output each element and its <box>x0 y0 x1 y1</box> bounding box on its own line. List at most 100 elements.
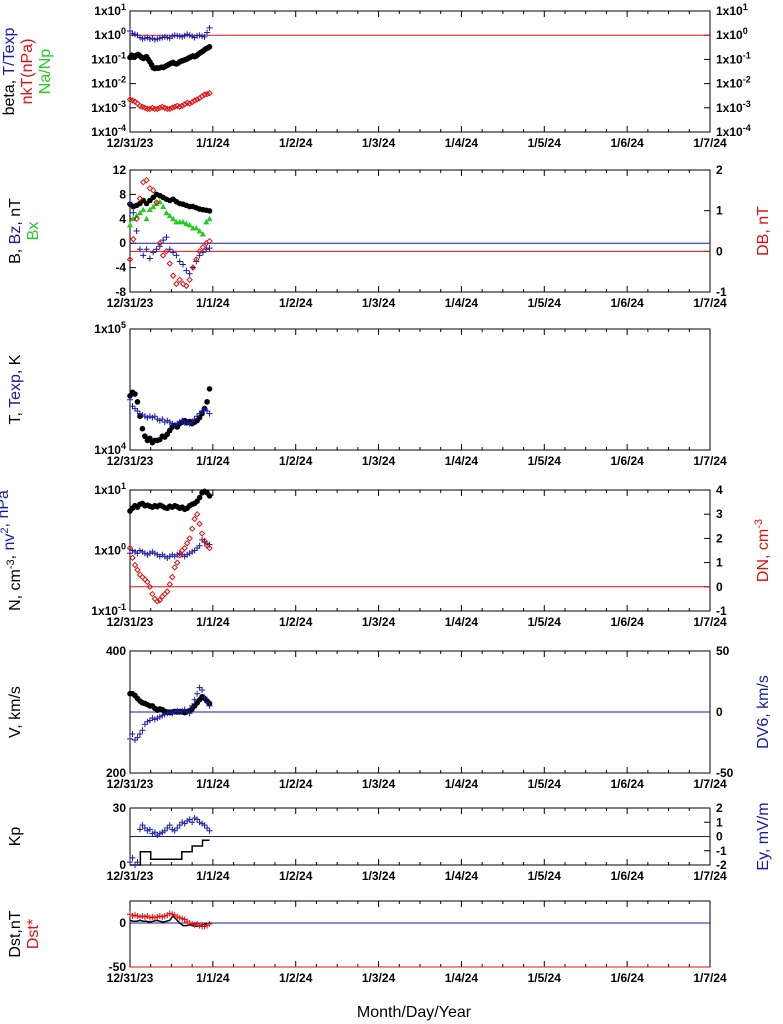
data-point <box>186 710 193 717</box>
data-point <box>154 598 161 605</box>
y2-tick-label: 1 <box>716 815 723 829</box>
y2-tick-label: -50 <box>716 766 734 780</box>
x-tick-label: 1/6/24 <box>610 136 644 150</box>
data-point <box>136 209 143 216</box>
data-point <box>127 396 133 403</box>
x-tick-label: 1/4/24 <box>445 454 479 468</box>
data-point <box>143 176 150 184</box>
series-line-0 <box>129 914 210 928</box>
data-point <box>206 827 213 834</box>
data-point <box>186 535 193 542</box>
data-point <box>143 246 150 253</box>
data-point <box>130 209 137 216</box>
x-tick-label: 12/31/23 <box>107 777 154 791</box>
y-tick-label: 1x100 <box>94 542 126 558</box>
y-tick-label: -50 <box>109 960 127 974</box>
data-point <box>191 696 198 703</box>
data-point <box>186 270 193 277</box>
data-point <box>206 44 213 50</box>
data-point <box>201 537 208 545</box>
data-point <box>174 102 181 110</box>
panel-bfield: 12/31/23 1/1/24 1/2/24 1/3/24 1/4/24 1/5/24 1/… <box>7 163 772 310</box>
left-axis-label: nkT(nPa) <box>19 39 36 105</box>
data-point <box>134 734 141 741</box>
y-tick-label: 0 <box>119 236 126 250</box>
data-point <box>164 105 171 113</box>
data-point <box>147 435 153 442</box>
x-tick-label: 1/2/24 <box>279 454 313 468</box>
y-tick-label: 1x101 <box>94 481 126 497</box>
left-axis-label: Dst,nT <box>7 910 24 957</box>
data-point <box>176 276 183 284</box>
y-tick-label: 1x10-4 <box>91 123 126 139</box>
data-point <box>127 221 133 228</box>
data-point <box>151 105 159 113</box>
data-point <box>181 544 188 552</box>
data-point <box>146 105 154 113</box>
data-point <box>153 246 160 253</box>
data-point <box>201 91 208 98</box>
data-point <box>139 103 146 111</box>
x-tick-label: 1/1/24 <box>196 296 230 310</box>
plot-frame <box>129 10 711 133</box>
data-point <box>193 510 201 518</box>
data-point <box>156 239 164 247</box>
y2-tick-label: -1 <box>716 604 727 618</box>
data-point <box>199 244 207 251</box>
data-point <box>144 578 151 586</box>
data-point <box>169 573 176 581</box>
y2-tick-label: 1 <box>716 204 723 218</box>
x-tick-label: 1/4/24 <box>445 136 479 150</box>
data-point <box>136 730 143 737</box>
data-point <box>129 730 136 737</box>
x-tick-label: 1/2/24 <box>279 136 313 150</box>
y-tick-label: 8 <box>119 187 126 201</box>
y2-tick-label: 1x101 <box>716 2 748 18</box>
data-point <box>160 237 167 244</box>
data-point <box>203 246 210 253</box>
x-tick-label: 12/31/23 <box>107 136 154 150</box>
data-point <box>153 200 160 207</box>
y-tick-label: 1x101 <box>94 2 126 18</box>
data-point <box>196 228 203 234</box>
data-point <box>206 410 213 417</box>
y2-tick-label: 0 <box>716 580 723 594</box>
x-tick-label: 1/5/24 <box>528 615 562 629</box>
x-tick-label: 1/7/24 <box>693 296 727 310</box>
data-point <box>133 212 140 219</box>
data-point <box>198 530 206 537</box>
data-point <box>163 234 170 241</box>
data-point <box>127 735 133 742</box>
data-point <box>193 224 200 231</box>
data-point <box>169 104 176 112</box>
left-axis-label: Na/Np <box>37 49 54 94</box>
data-point <box>156 104 164 112</box>
x-tick-label: 1/5/24 <box>528 454 562 468</box>
data-point <box>180 261 187 268</box>
y-tick-label: 1x10-3 <box>91 99 126 115</box>
data-point <box>149 590 156 598</box>
x-tick-label: 1/4/24 <box>445 777 479 791</box>
data-point <box>183 220 190 227</box>
x-tick-label: 1/1/24 <box>196 136 230 150</box>
x-tick-label: 1/4/24 <box>445 971 479 985</box>
y-tick-label: 1x10-1 <box>91 602 126 618</box>
data-point <box>196 248 203 255</box>
data-point <box>166 581 173 588</box>
x-tick-label: 1/1/24 <box>196 454 230 468</box>
data-point <box>170 249 177 256</box>
right-axis-label: DB, nT <box>755 206 772 256</box>
data-point <box>183 540 191 547</box>
left-axis-label: Bx <box>25 222 42 241</box>
x-tick-label: 1/2/24 <box>279 971 313 985</box>
data-point <box>206 215 213 222</box>
plot-frame <box>129 328 711 451</box>
data-point <box>156 596 164 604</box>
data-point <box>133 215 140 223</box>
x-tick-label: 12/31/23 <box>107 869 154 883</box>
x-tick-label: 1/7/24 <box>693 971 727 985</box>
y-tick-label: -4 <box>115 261 126 275</box>
data-point <box>127 200 133 207</box>
x-tick-label: 1/6/24 <box>610 777 644 791</box>
